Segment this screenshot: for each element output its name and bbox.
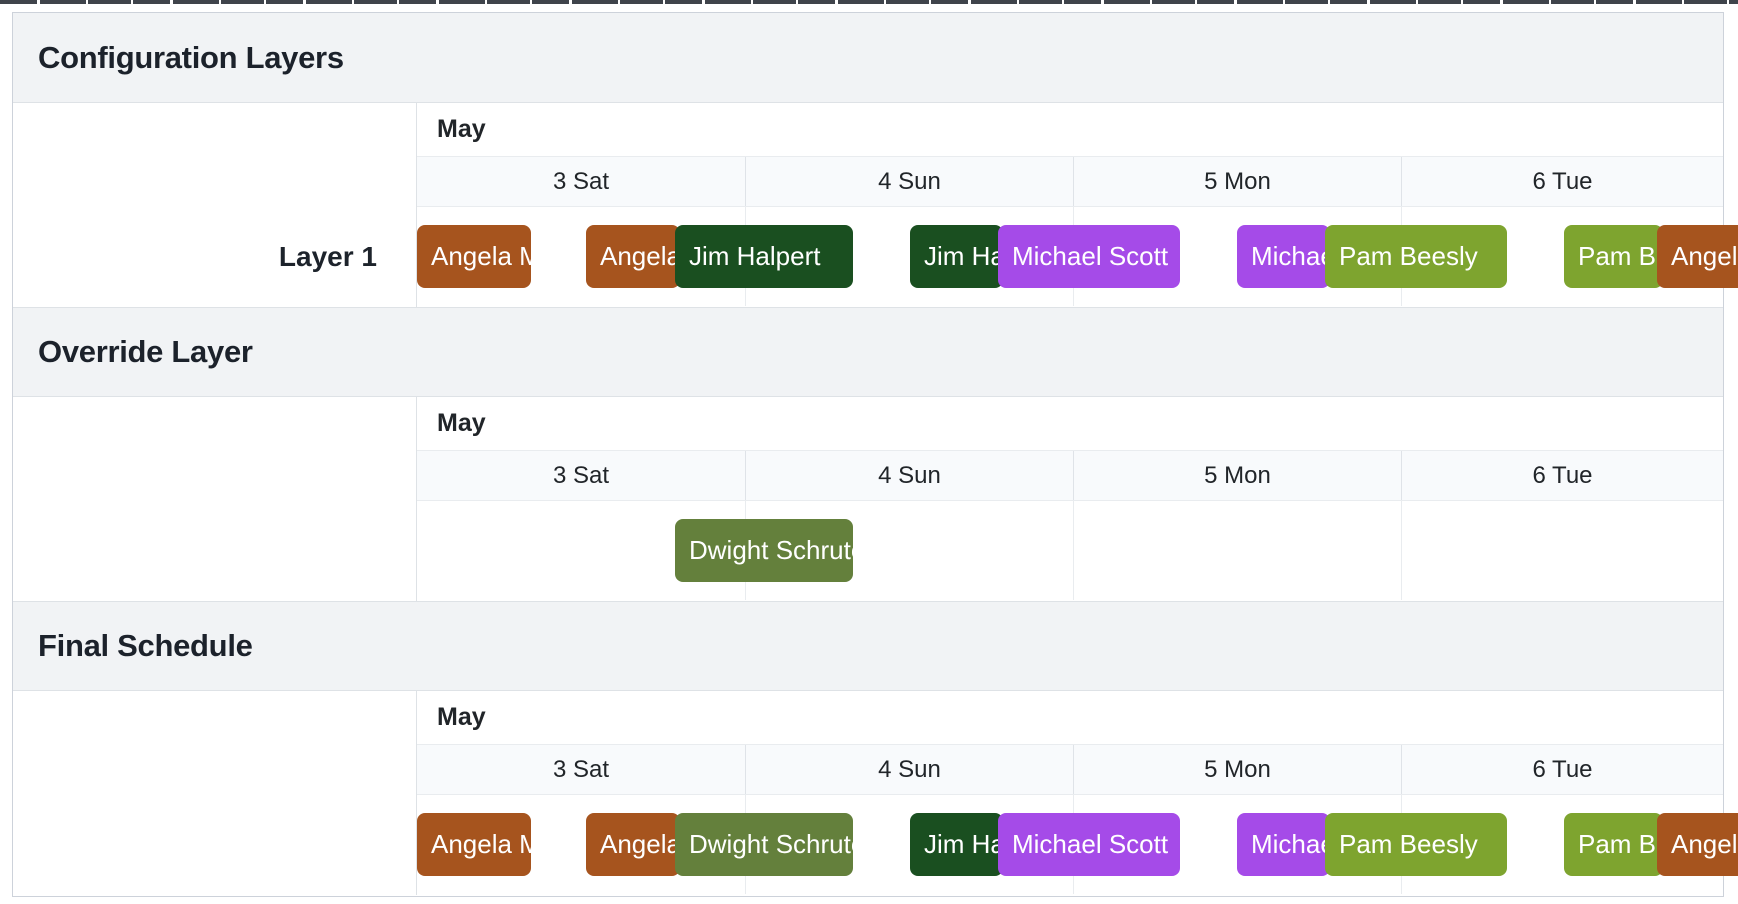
shift-block-jim[interactable]: Jim Halpert (910, 225, 1003, 288)
day-header-row: 3 Sat 4 Sun 5 Mon 6 Tue (417, 450, 1723, 501)
shift-block-pam[interactable]: Pam Beesly (1564, 225, 1663, 288)
section-title: Final Schedule (38, 628, 253, 663)
shift-lane: Angela MartinAngela MartinJim HalpertJim… (417, 207, 1738, 306)
section-header: Final Schedule (13, 601, 1723, 691)
month-label: May (437, 409, 486, 437)
shift-block-angela[interactable]: Angela Martin (1657, 225, 1738, 288)
day-header-3-sat: 3 Sat (552, 461, 610, 489)
day-header-6-tue: 6 Tue (1401, 157, 1723, 206)
day-divider (1401, 501, 1402, 600)
section-title: Configuration Layers (38, 39, 344, 75)
month-row: May (417, 691, 1723, 744)
day-header-3-sat: 3 Sat (552, 755, 610, 783)
section-body: Layer 1 May 3 Sat 4 Sun 5 Mon 6 Tue Ange… (13, 103, 1738, 307)
month-label: May (437, 703, 486, 731)
shift-block-pam[interactable]: Pam Beesly (1564, 813, 1663, 876)
shift-block-michael[interactable]: Michael Scott (998, 225, 1180, 288)
shift-block-jim[interactable]: Jim Halpert (675, 225, 853, 288)
row-label-column: Layer 1 (13, 103, 417, 307)
day-header-row: 3 Sat 4 Sun 5 Mon 6 Tue (417, 156, 1723, 207)
day-header-4-sun: 4 Sun (745, 157, 1073, 206)
section-body: May 3 Sat 4 Sun 5 Mon 6 Tue Dwight Schru… (13, 397, 1723, 601)
month-label: May (437, 115, 486, 143)
timeline: May 3 Sat 4 Sun 5 Mon 6 Tue Dwight Schru… (417, 397, 1723, 601)
layer-row-label: Layer 1 (278, 241, 377, 272)
row-label-column (13, 691, 417, 895)
shift-lane: Dwight Schrute (417, 501, 1723, 600)
day-header-5-mon: 5 Mon (1073, 451, 1401, 500)
timeline: May 3 Sat 4 Sun 5 Mon 6 Tue Angela Marti… (417, 103, 1738, 307)
shift-block-angela[interactable]: Angela Martin (586, 225, 680, 288)
day-divider (1073, 501, 1074, 600)
shift-block-jim[interactable]: Jim Halpert (910, 813, 1003, 876)
shift-lane: Angela MartinAngela MartinDwight Schrute… (417, 795, 1738, 894)
row-label-column (13, 397, 417, 601)
day-header-6-tue: 6 Tue (1401, 451, 1723, 500)
section-final-schedule: Final Schedule May 3 Sat 4 Sun 5 Mon 6 T… (13, 601, 1738, 895)
clipped-content-edge (0, 0, 1738, 4)
shift-block-dwight[interactable]: Dwight Schrute (675, 813, 853, 876)
day-header-5-mon: 5 Mon (1073, 157, 1401, 206)
section-body: May 3 Sat 4 Sun 5 Mon 6 Tue Angela Marti… (13, 691, 1738, 895)
section-header: Configuration Layers (13, 13, 1723, 103)
day-header-4-sun: 4 Sun (745, 451, 1073, 500)
section-configuration-layers: Configuration Layers Layer 1 May 3 Sat 4… (13, 13, 1738, 307)
month-row: May (417, 103, 1723, 156)
day-header-4-sun: 4 Sun (745, 745, 1073, 794)
section-title: Override Layer (38, 334, 253, 369)
shift-block-pam[interactable]: Pam Beesly (1325, 813, 1507, 876)
month-row: May (417, 397, 1723, 450)
shift-block-angela[interactable]: Angela Martin (417, 225, 531, 288)
day-header-6-tue: 6 Tue (1401, 745, 1723, 794)
day-header-3-sat: 3 Sat (552, 167, 610, 195)
shift-block-michael[interactable]: Michael Scott (1237, 225, 1330, 288)
day-header-row: 3 Sat 4 Sun 5 Mon 6 Tue (417, 744, 1723, 795)
shift-block-michael[interactable]: Michael Scott (998, 813, 1180, 876)
shift-block-pam[interactable]: Pam Beesly (1325, 225, 1507, 288)
shift-block-michael[interactable]: Michael Scott (1237, 813, 1330, 876)
shift-block-angela[interactable]: Angela Martin (1657, 813, 1738, 876)
shift-block-dwight[interactable]: Dwight Schrute (675, 519, 853, 582)
shift-block-angela[interactable]: Angela Martin (417, 813, 531, 876)
schedule-card: Configuration Layers Layer 1 May 3 Sat 4… (12, 12, 1738, 897)
shift-block-angela[interactable]: Angela Martin (586, 813, 680, 876)
section-header: Override Layer (13, 307, 1723, 397)
section-override-layer: Override Layer May 3 Sat 4 Sun 5 Mon 6 T… (13, 307, 1723, 601)
day-header-5-mon: 5 Mon (1073, 745, 1401, 794)
timeline: May 3 Sat 4 Sun 5 Mon 6 Tue Angela Marti… (417, 691, 1738, 895)
